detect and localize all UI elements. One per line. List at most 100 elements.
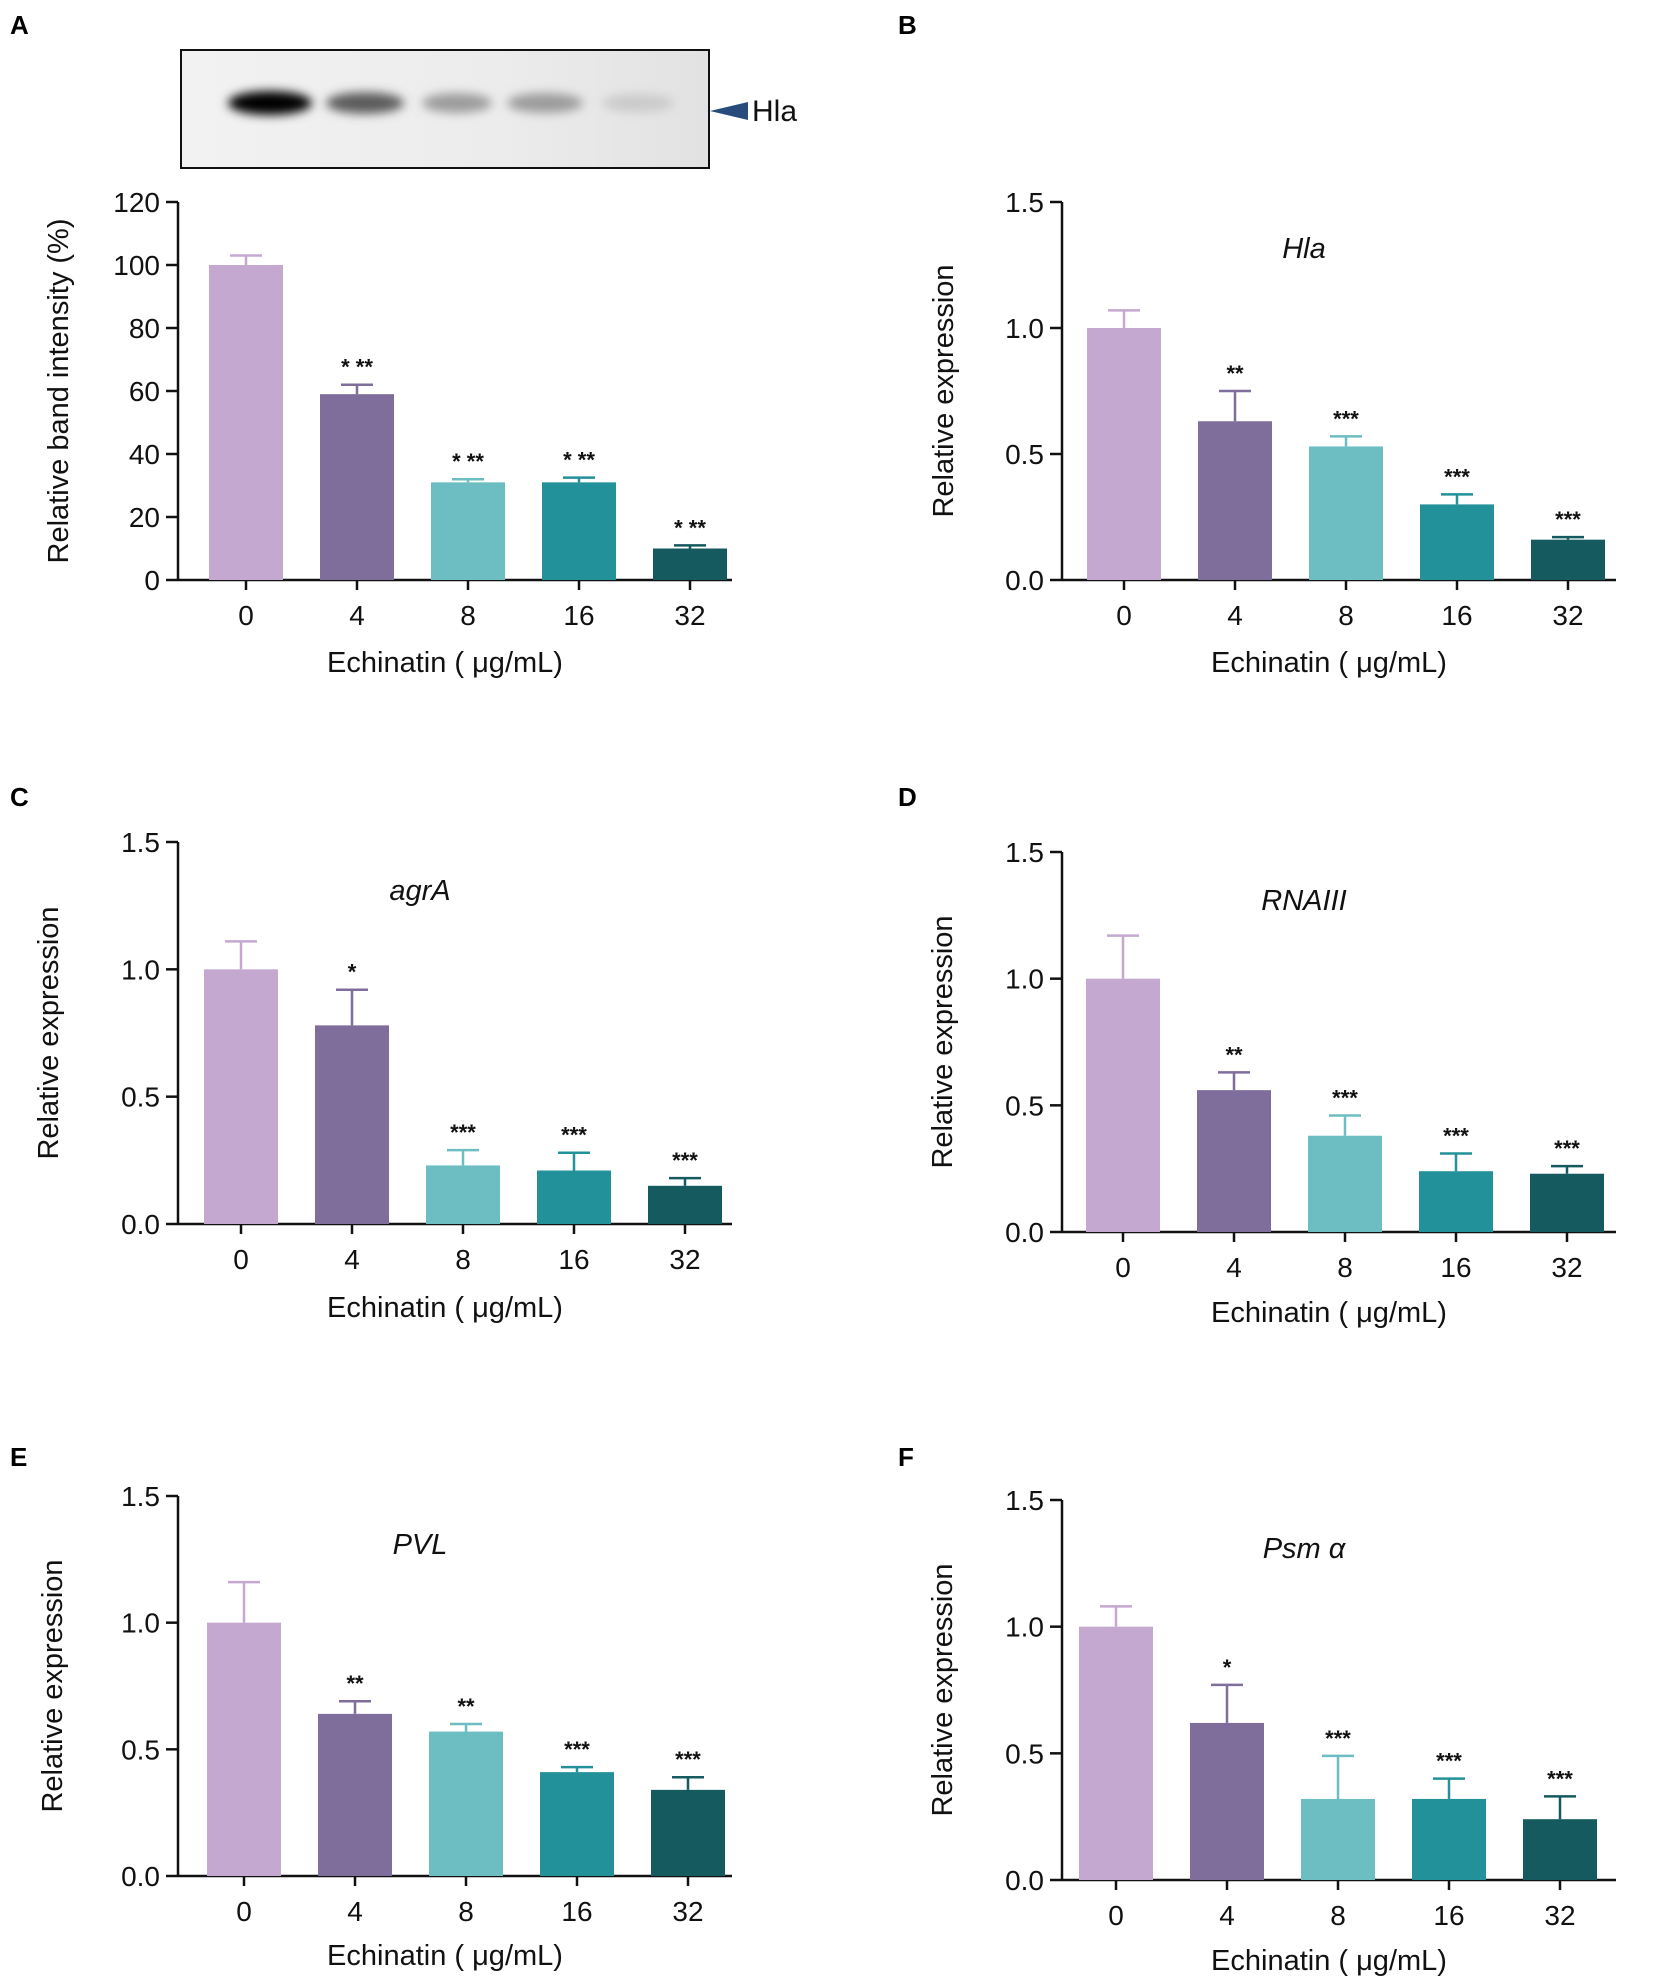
blot-arrow-icon: [710, 102, 748, 120]
chart-title: agrA: [389, 875, 450, 907]
significance-label: ***: [1333, 406, 1359, 431]
chart-title: Hla: [1282, 233, 1326, 265]
x-axis-label: Echinatin ( μg/mL): [327, 1940, 563, 1972]
significance-label: **: [346, 1671, 364, 1696]
x-axis-label: Echinatin ( μg/mL): [1211, 647, 1447, 679]
significance-label: ***: [672, 1148, 698, 1173]
x-tick-label: 32: [1552, 600, 1583, 631]
bar: [1190, 1722, 1264, 1880]
y-tick-label: 120: [113, 187, 160, 218]
significance-label: ***: [450, 1120, 476, 1145]
x-tick-label: 0: [238, 600, 254, 631]
y-tick-label: 0.0: [121, 1861, 160, 1892]
bar: [651, 1789, 725, 1876]
y-tick-label: 0: [144, 565, 160, 596]
bar: [1197, 1090, 1271, 1232]
bar: [537, 1170, 611, 1224]
x-tick-label: 32: [1551, 1252, 1582, 1283]
x-axis-label: Echinatin ( μg/mL): [327, 647, 563, 679]
chart-panel-d: 0.0 0.5 1.0 1.5 0 4 ** 8 *** 16 *** 32 *** RNAIII Echi…: [927, 837, 1616, 1329]
significance-label: * **: [341, 355, 373, 380]
bar: [315, 1025, 389, 1224]
chart-panel-e: 0.0 0.5 1.0 1.5 0 4 ** 8 ** 16 *** 32 *** PVL Echinati…: [37, 1481, 732, 1972]
x-tick-label: 16: [561, 1896, 592, 1927]
y-tick-label: 100: [113, 250, 160, 281]
bar: [1198, 421, 1272, 580]
bar: [653, 548, 727, 580]
panel-letter-c: C: [10, 782, 29, 812]
x-axis-label: Echinatin ( μg/mL): [1211, 1945, 1447, 1977]
bar: [207, 1622, 281, 1876]
significance-label: ***: [1332, 1085, 1358, 1110]
significance-label: *: [348, 960, 357, 985]
bar: [320, 394, 394, 580]
bar: [648, 1185, 722, 1224]
bar: [429, 1731, 503, 1876]
x-tick-label: 16: [1433, 1900, 1464, 1931]
blot-band: [602, 93, 674, 113]
significance-label: ***: [1443, 1123, 1469, 1148]
y-tick-label: 0.5: [1005, 1090, 1044, 1121]
significance-label: ***: [1555, 507, 1581, 532]
bar: [209, 265, 283, 580]
x-tick-label: 4: [1226, 1252, 1242, 1283]
y-tick-label: 0.0: [1005, 1865, 1044, 1896]
bar: [1301, 1798, 1375, 1880]
chart-panel-a: 0 20 40 60 80 100 120 0 4 * ** 8 * ** 16 * ** 32 * ** Ec…: [43, 187, 732, 679]
bar: [1419, 1171, 1493, 1232]
x-tick-label: 0: [233, 1244, 249, 1275]
western-blot: Hla: [180, 49, 797, 169]
significance-label: **: [1226, 361, 1244, 386]
bar: [1420, 504, 1494, 580]
y-tick-label: 0.0: [121, 1209, 160, 1240]
significance-label: * **: [674, 515, 706, 540]
bar: [1308, 1135, 1382, 1232]
x-tick-label: 8: [1330, 1900, 1346, 1931]
y-tick-label: 1.5: [1005, 837, 1044, 868]
bar: [318, 1713, 392, 1876]
blot-label: Hla: [752, 95, 797, 128]
panel-letter-a: A: [10, 10, 29, 40]
x-tick-label: 8: [455, 1244, 471, 1275]
y-tick-label: 0.5: [121, 1734, 160, 1765]
blot-band: [326, 92, 404, 114]
significance-label: ***: [1547, 1766, 1573, 1791]
y-tick-label: 0.0: [1005, 565, 1044, 596]
significance-label: ***: [564, 1737, 590, 1762]
y-axis-label: Relative expression: [33, 906, 65, 1159]
bar: [1086, 978, 1160, 1232]
blot-band: [422, 93, 492, 113]
y-tick-label: 0.5: [121, 1082, 160, 1113]
significance-label: ***: [1554, 1136, 1580, 1161]
bar: [426, 1165, 500, 1224]
chart-title: Psm α: [1263, 1533, 1347, 1565]
x-tick-label: 4: [344, 1244, 360, 1275]
significance-label: ***: [675, 1747, 701, 1772]
x-tick-label: 4: [347, 1896, 363, 1927]
significance-label: **: [457, 1694, 475, 1719]
x-tick-label: 4: [1219, 1900, 1235, 1931]
bar: [1309, 446, 1383, 580]
x-tick-label: 0: [1115, 1252, 1131, 1283]
bar: [1087, 328, 1161, 580]
x-tick-label: 8: [460, 600, 476, 631]
significance-label: ***: [1436, 1749, 1462, 1774]
x-tick-label: 16: [563, 600, 594, 631]
x-tick-label: 4: [1227, 600, 1243, 631]
y-tick-label: 0.5: [1005, 1738, 1044, 1769]
bar: [431, 482, 505, 580]
x-tick-label: 32: [669, 1244, 700, 1275]
y-tick-label: 1.5: [1005, 187, 1044, 218]
y-tick-label: 1.5: [1005, 1485, 1044, 1516]
bar: [1412, 1798, 1486, 1880]
significance-label: * **: [563, 448, 595, 473]
y-tick-label: 1.5: [121, 827, 160, 858]
x-tick-label: 32: [672, 1896, 703, 1927]
blot-band: [507, 93, 583, 113]
x-tick-label: 16: [1441, 600, 1472, 631]
bar: [542, 482, 616, 580]
y-tick-label: 1.5: [121, 1481, 160, 1512]
x-tick-label: 0: [1116, 600, 1132, 631]
bar: [1523, 1819, 1597, 1880]
panel-letter-f: F: [898, 1442, 914, 1472]
